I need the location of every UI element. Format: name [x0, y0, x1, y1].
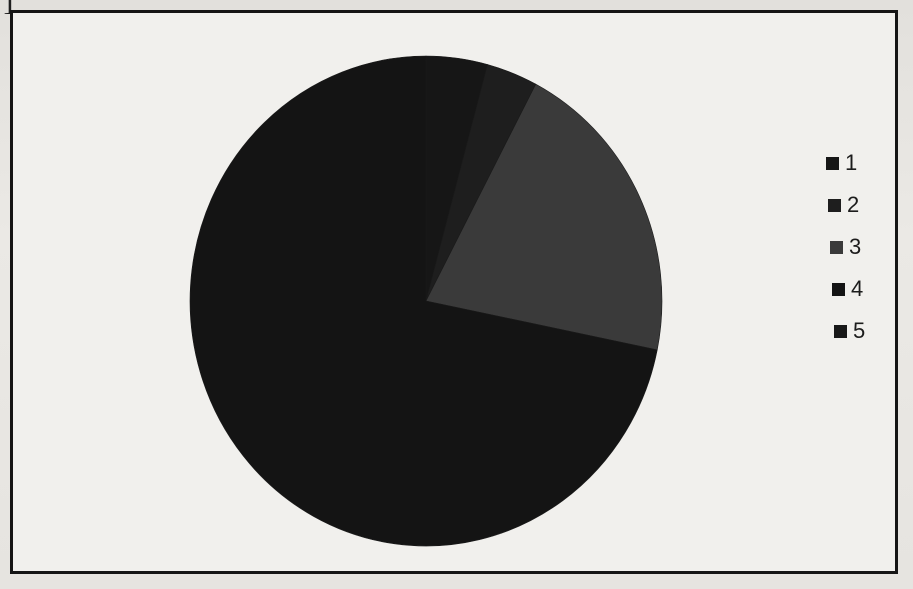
legend-item-3: 3: [830, 234, 906, 260]
legend-swatch-5: [834, 324, 847, 338]
legend-swatch-4: [832, 282, 845, 296]
pie-slice-3: [425, 83, 663, 351]
legend-swatch-2: [828, 198, 841, 212]
legend-label-3: 3: [849, 234, 862, 259]
legend-item-5: 5: [834, 318, 906, 344]
legend-swatch-3: [830, 240, 843, 254]
legend-label-2: 2: [847, 192, 860, 217]
pie-slice-4: [189, 55, 658, 547]
legend-item-4: 4: [832, 276, 906, 302]
legend-label-1: 1: [845, 150, 858, 175]
chart-legend: 1 2 3 4 5: [826, 150, 906, 360]
legend-item-1: 1: [826, 150, 906, 176]
legend-label-5: 5: [853, 318, 866, 343]
legend-item-2: 2: [828, 192, 906, 218]
legend-label-4: 4: [851, 276, 864, 301]
legend-swatch-1: [826, 156, 839, 170]
